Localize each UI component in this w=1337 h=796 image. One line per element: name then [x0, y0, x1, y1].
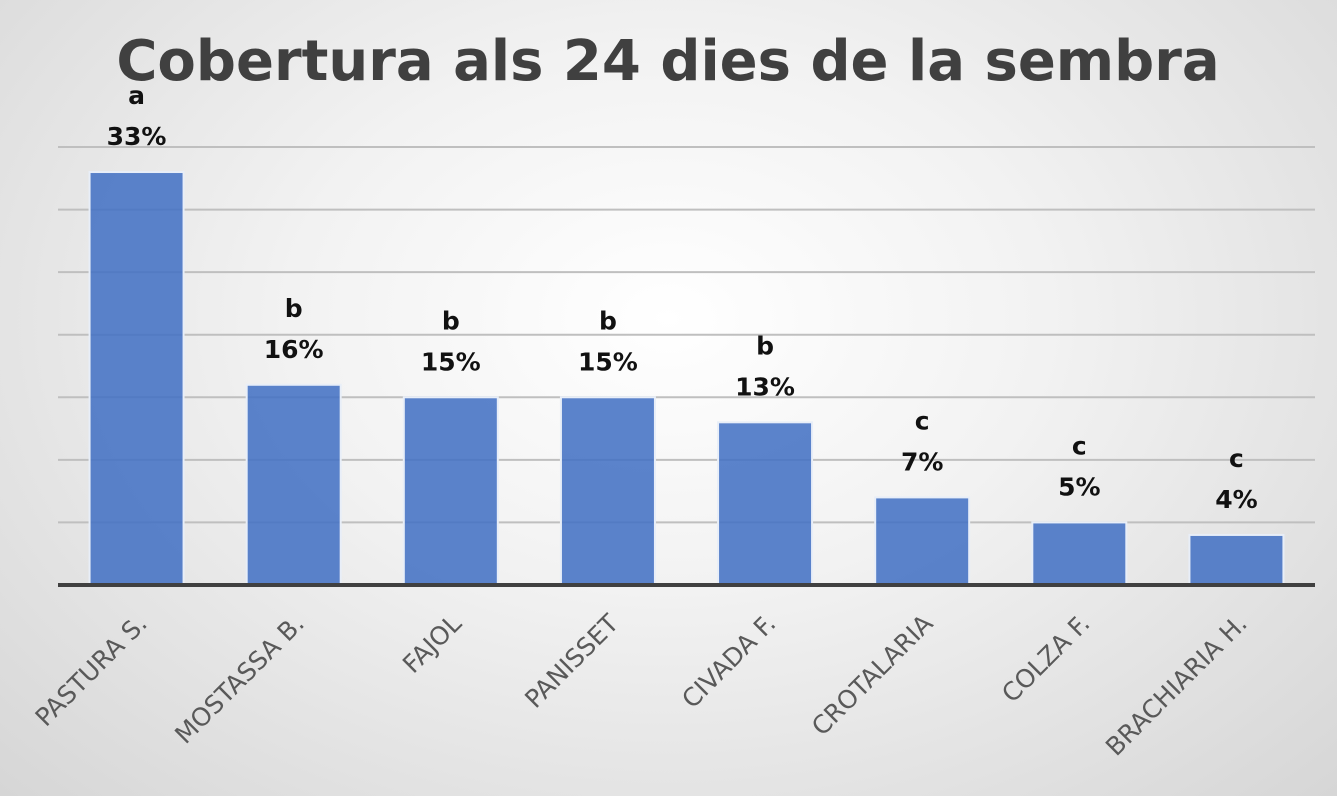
- data-label: 33%: [107, 122, 167, 151]
- bar: [559, 396, 656, 586]
- bar: [874, 496, 971, 586]
- x-tick-label: BRACHIARIA H.: [1100, 609, 1253, 762]
- x-tick-label: PASTURA S.: [30, 609, 153, 732]
- group-letter-label: c: [1229, 444, 1244, 473]
- group-letter-label: a: [128, 81, 145, 110]
- bars: [88, 171, 1285, 587]
- data-label: 15%: [578, 347, 638, 376]
- group-letter-label: c: [915, 406, 930, 435]
- data-labels: a 33% b 16% b 15% b 15% b 13% c 7% c 5% c 4%: [107, 81, 1258, 514]
- x-tick-labels: PASTURA S. MOSTASSA B. FAJOL PANISSET CIVADA…: [30, 608, 1253, 761]
- data-label: 4%: [1215, 485, 1257, 514]
- bar: [1031, 521, 1128, 587]
- bar: [402, 396, 499, 586]
- data-label: 7%: [901, 447, 943, 476]
- bar: [245, 383, 342, 586]
- group-letter-label: c: [1072, 431, 1087, 460]
- bar: [717, 421, 814, 587]
- x-tick-label: CIVADA F.: [676, 609, 781, 714]
- group-letter-label: b: [756, 331, 774, 360]
- group-letter-label: b: [599, 306, 617, 335]
- bar: [1188, 533, 1285, 587]
- data-label: 16%: [264, 335, 324, 364]
- group-letter-label: b: [285, 294, 303, 323]
- x-tick-label: MOSTASSA B.: [169, 609, 310, 750]
- x-tick-label: PANISSET: [519, 608, 624, 713]
- group-letter-label: b: [442, 306, 460, 335]
- data-label: 5%: [1058, 472, 1100, 501]
- chart-title: Cobertura als 24 dies de la sembra: [116, 29, 1219, 94]
- x-tick-label: COLZA F.: [996, 609, 1095, 708]
- x-tick-label: FAJOL: [397, 609, 467, 679]
- data-label: 15%: [421, 347, 481, 376]
- data-label: 13%: [735, 372, 795, 401]
- x-tick-label: CROTALARIA: [806, 609, 939, 742]
- bar: [88, 171, 185, 586]
